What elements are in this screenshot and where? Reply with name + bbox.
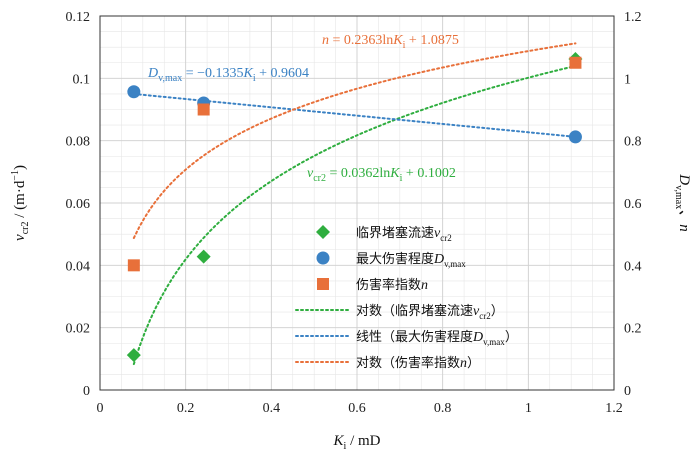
y-right-axis-title: Dv,max、n [673,173,692,231]
y-left-tick-label: 0.12 [66,10,91,25]
y-right-tick-label: 1.2 [624,10,642,25]
x-tick-label: 1.2 [605,401,623,416]
trendline-equation-blue: Dv,max = −0.1335Ki + 0.9604 [147,66,309,84]
legend-entry: 伤害率指数n [317,277,428,293]
trendline-blue [132,92,577,138]
legend-entry: 对数（临界堵塞流速vcr2） [295,303,504,321]
x-tick-label: 0.6 [348,401,366,416]
y-left-tick-label: 0.08 [66,135,91,150]
legend: 临界堵塞流速vcr2 最大伤害程度Dv,max 伤害率指数n 对数（临界堵塞流速vcr… [295,225,518,371]
y-right-tick-label: 0.8 [624,135,642,150]
trendline-green [132,64,577,366]
y-right-tick-label: 1 [624,72,631,87]
y-left-tick-label: 0.04 [66,259,91,274]
legend-label: 对数（伤害率指数n） [356,355,480,371]
y-left-tick-label: 0 [83,384,90,399]
data-point-orange [569,56,582,69]
axes: 0 0.2 0.4 0.6 0.8 1 1.200.020.040.060.080.10.1… [10,10,692,452]
x-tick-label: 1 [525,401,532,416]
trendline-orange [132,42,577,239]
legend-entry: 对数（伤害率指数n） [295,355,480,371]
legend-label: 最大伤害程度Dv,max [356,251,466,269]
y-right-tick-label: 0.4 [624,259,642,274]
x-tick-label: 0.8 [434,401,452,416]
y-left-tick-label: 0.02 [66,322,91,337]
data-point-orange [197,103,210,116]
trendline-equation-orange: n = 0.2363lnKi + 1.0875 [322,33,459,51]
legend-swatch-green [316,225,330,239]
legend-swatch-orange [317,278,329,290]
trendlines [132,42,577,366]
legend-entry: 线性（最大伤害程度Dv,max） [295,329,518,347]
y-right-tick-label: 0.2 [624,322,642,337]
data-point-blue [568,130,582,144]
legend-label: 对数（临界堵塞流速vcr2） [356,303,504,321]
data-point-green [126,348,141,363]
legend-swatch-blue [316,251,330,265]
trendline-equation-green: vcr2 = 0.0362lnKi + 0.1002 [307,166,456,184]
legend-label: 伤害率指数n [356,277,428,293]
y-left-tick-label: 0.06 [66,197,91,212]
labels: n = 0.2363lnKi + 1.0875 Dv,max = −0.1335K… [147,33,459,184]
data-point-blue [127,85,141,99]
data-point-green [196,249,211,264]
y-left-axis-title: vcr2 / (m·d−1) [10,165,31,241]
legend-label: 线性（最大伤害程度Dv,max） [356,329,518,347]
legend-label: 临界堵塞流速vcr2 [356,225,452,243]
x-tick-label: 0.4 [263,401,281,416]
data-point-orange [127,259,140,272]
x-tick-label: 0 [97,401,104,416]
data-points [126,52,583,363]
legend-entry: 最大伤害程度Dv,max [316,251,466,269]
y-right-tick-label: 0.6 [624,197,642,212]
y-right-tick-label: 0 [624,384,631,399]
legend-entry: 临界堵塞流速vcr2 [316,225,452,243]
x-axis-title: Ki / mD [333,433,381,452]
y-left-tick-label: 0.1 [73,72,91,87]
x-tick-label: 0.2 [177,401,195,416]
plot-frame [99,15,615,391]
